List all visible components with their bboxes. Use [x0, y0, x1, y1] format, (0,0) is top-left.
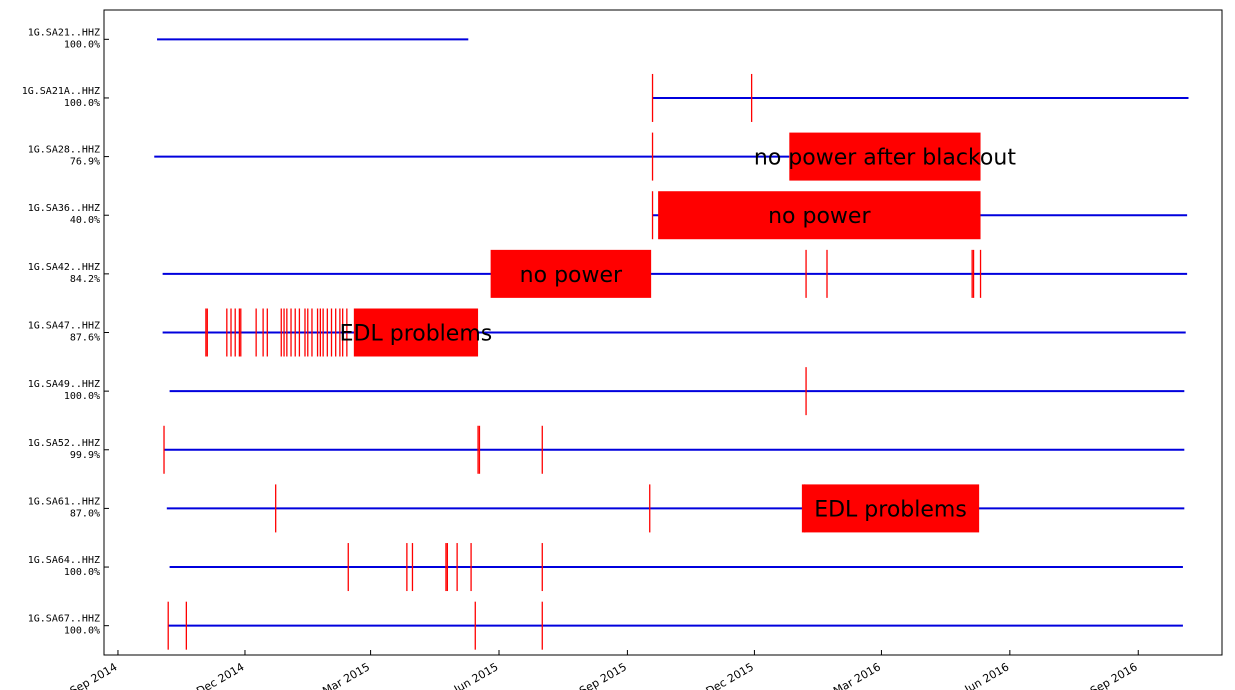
x-tick-label: Jun 2016: [962, 660, 1012, 690]
row-coverage: 84.2%: [70, 274, 100, 285]
row-coverage: 76.9%: [70, 157, 100, 168]
row-coverage: 99.9%: [70, 450, 100, 461]
row-coverage: 87.6%: [70, 333, 100, 344]
row-name: 1G.SA64..HHZ: [28, 555, 100, 566]
row-name: 1G.SA21..HHZ: [28, 27, 100, 38]
row-name: 1G.SA42..HHZ: [28, 262, 100, 273]
row-name: 1G.SA67..HHZ: [28, 614, 100, 625]
annotation-label: EDL problems: [340, 322, 493, 347]
row-coverage: 100.0%: [64, 98, 100, 109]
row-name: 1G.SA47..HHZ: [28, 321, 100, 332]
row-coverage: 100.0%: [64, 626, 100, 637]
row-name: 1G.SA52..HHZ: [28, 438, 100, 449]
annotation-box: [353, 308, 479, 357]
annotation-box: [801, 484, 980, 533]
row-name: 1G.SA61..HHZ: [28, 496, 100, 507]
x-tick-label: Dec 2014: [194, 660, 246, 690]
x-tick-label: Sep 2015: [577, 660, 629, 690]
row-coverage: 100.0%: [64, 39, 100, 50]
row-name: 1G.SA36..HHZ: [28, 203, 100, 214]
annotation-box: [490, 249, 652, 298]
row-coverage: 87.0%: [70, 508, 100, 519]
x-tick-label: Dec 2015: [704, 660, 756, 690]
annotation-box: [789, 132, 981, 181]
x-tick-label: Mar 2016: [831, 660, 883, 690]
annotation-label: EDL problems: [814, 497, 967, 522]
x-tick-label: Jun 2015: [451, 660, 501, 690]
row-coverage: 100.0%: [64, 391, 100, 402]
x-tick-label: Mar 2015: [320, 660, 372, 690]
row-name: 1G.SA49..HHZ: [28, 379, 100, 390]
row-coverage: 40.0%: [70, 215, 100, 226]
annotation-box: [658, 191, 981, 240]
row-name: 1G.SA28..HHZ: [28, 145, 100, 156]
row-name: 1G.SA21A..HHZ: [22, 86, 100, 97]
annotation-label: no power: [768, 204, 871, 229]
annotation-label: no power after blackout: [754, 146, 1016, 171]
row-coverage: 100.0%: [64, 567, 100, 578]
x-tick-label: Sep 2016: [1088, 660, 1140, 690]
annotation-label: no power: [520, 263, 623, 288]
x-tick-label: Sep 2014: [68, 660, 120, 690]
